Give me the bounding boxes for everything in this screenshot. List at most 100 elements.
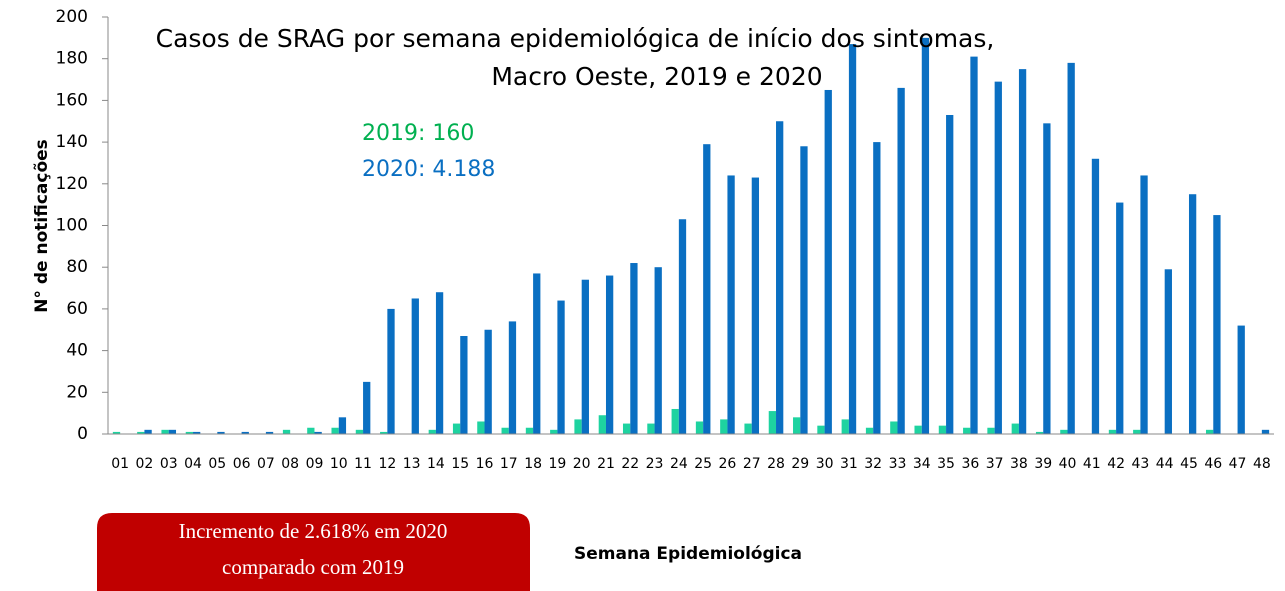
x-tick-label: 01 — [111, 456, 129, 472]
bar — [1060, 429, 1068, 434]
x-tick-label: 25 — [694, 456, 712, 472]
bar — [338, 417, 347, 434]
x-tick-label: 02 — [136, 456, 154, 472]
x-tick-label: 47 — [1229, 456, 1247, 472]
x-tick-label: 18 — [524, 456, 542, 472]
x-tick-label: 29 — [791, 456, 809, 472]
y-tick-label: 180 — [56, 49, 88, 69]
y-axis-label: N° de notificações — [32, 139, 52, 313]
bar — [265, 431, 274, 434]
bar — [282, 429, 291, 434]
bar — [193, 431, 201, 434]
bar — [598, 415, 606, 434]
bar — [452, 423, 461, 434]
bar — [550, 429, 558, 434]
bar — [865, 427, 874, 434]
bar — [671, 408, 679, 434]
x-tick-label: 44 — [1156, 456, 1174, 472]
bar — [355, 429, 364, 434]
bar — [1108, 429, 1117, 434]
x-tick-label: 43 — [1131, 456, 1149, 472]
x-tick-label: 08 — [281, 456, 299, 472]
y-tick-label: 100 — [56, 216, 88, 236]
bar — [1035, 431, 1044, 434]
bar — [817, 425, 825, 434]
x-tick-label: 38 — [1010, 456, 1028, 472]
y-tick-label: 60 — [66, 299, 88, 319]
x-tick-label: 39 — [1034, 456, 1052, 472]
y-tick-label: 200 — [56, 7, 88, 27]
note-line: comparado com 2019 — [222, 555, 404, 579]
bar — [314, 431, 322, 434]
x-tick-label: 14 — [427, 456, 445, 472]
bar — [654, 267, 662, 434]
bar — [525, 427, 534, 434]
bar — [776, 121, 784, 434]
x-tick-label: 22 — [621, 456, 639, 472]
annotation: 2019: 160 — [362, 121, 474, 146]
bar — [331, 427, 339, 434]
x-tick-label: 34 — [913, 456, 931, 472]
bar — [751, 177, 760, 435]
bar — [1067, 62, 1075, 435]
x-tick-label: 35 — [937, 456, 955, 472]
bar — [841, 419, 849, 434]
bar — [1133, 429, 1141, 434]
bar — [435, 292, 444, 434]
bar — [630, 263, 638, 434]
x-tick-label: 31 — [840, 456, 858, 472]
x-tick-label: 46 — [1204, 456, 1222, 472]
bar — [744, 423, 752, 434]
x-tick-label: 05 — [208, 456, 226, 472]
plot-area — [112, 37, 1270, 435]
bar — [970, 56, 978, 435]
bar — [411, 298, 419, 434]
bar — [557, 300, 565, 434]
bar — [800, 146, 808, 434]
bar — [848, 44, 857, 434]
bar — [137, 431, 145, 434]
x-tick-label: 42 — [1107, 456, 1125, 472]
bar — [1261, 429, 1270, 434]
bar — [112, 431, 121, 434]
x-tick-label: 07 — [257, 456, 275, 472]
bar — [824, 89, 832, 434]
bar — [217, 431, 225, 434]
bar — [921, 37, 930, 434]
bar — [168, 429, 177, 434]
bar — [897, 87, 905, 434]
bar — [484, 329, 492, 434]
bar — [727, 175, 735, 434]
annotation: 2020: 4.188 — [362, 157, 495, 182]
note-line: Incremento de 2.618% em 2020 — [179, 519, 448, 543]
x-tick-label: 11 — [354, 456, 372, 472]
x-tick-label: 10 — [330, 456, 348, 472]
bar — [703, 144, 711, 434]
x-axis-label: Semana Epidemiológica — [574, 544, 802, 564]
x-tick-label: 12 — [378, 456, 396, 472]
y-tick-label: 40 — [66, 341, 88, 361]
note-box — [97, 513, 530, 591]
bar — [622, 423, 631, 434]
bar — [1164, 269, 1172, 434]
y-tick-label: 0 — [77, 424, 88, 444]
bar — [1011, 423, 1019, 434]
x-tick-label: 45 — [1180, 456, 1198, 472]
x-tick-label: 48 — [1253, 456, 1271, 472]
x-tick-label: 06 — [233, 456, 251, 472]
x-tick-label: 16 — [476, 456, 494, 472]
bar — [144, 429, 152, 434]
bar — [720, 419, 728, 434]
bar — [1213, 215, 1221, 434]
bar — [581, 279, 589, 434]
bar — [946, 114, 954, 435]
bar — [1043, 123, 1051, 435]
bar — [363, 381, 371, 434]
bar — [890, 421, 898, 434]
bar — [387, 308, 395, 434]
bar — [501, 427, 509, 434]
bar — [914, 425, 922, 434]
chart-title: Macro Oeste, 2019 e 2020 — [491, 62, 822, 91]
bar — [647, 423, 655, 434]
bar — [1091, 158, 1100, 434]
